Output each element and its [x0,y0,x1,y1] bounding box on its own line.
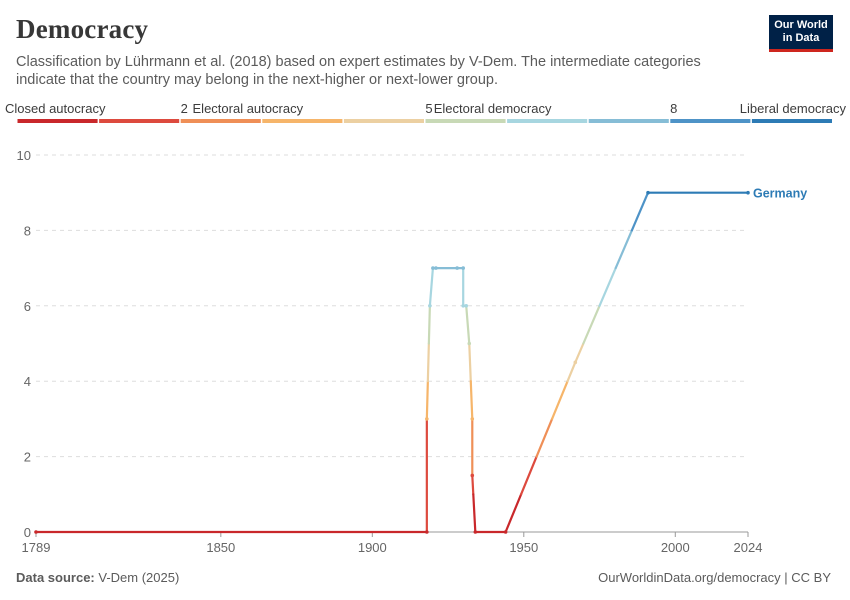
series-point[interactable] [470,473,475,478]
series-point[interactable] [503,530,508,534]
series-point[interactable] [455,266,459,270]
axes: 1789 1850 1900 1950 2000 2024 [22,531,763,555]
series-point[interactable] [746,190,750,195]
x-tick-label: 2000 [661,540,690,555]
legend-color-bin[interactable] [507,119,588,123]
legend-label: Closed autocracy [5,101,106,116]
series-segment[interactable] [520,455,538,496]
x-tick-label: 1850 [206,540,235,555]
y-tick-label: 6 [24,299,31,314]
legend-color-bin[interactable] [99,119,180,123]
series-segment[interactable] [428,267,435,307]
series-point[interactable] [461,304,466,308]
series-segment[interactable] [469,380,474,420]
legend-label: 2 [181,101,188,116]
chart-title: Democracy [16,14,149,44]
data-source-link[interactable]: V-Dem (2025) [98,570,180,585]
x-tick-label: 2024 [734,540,763,555]
y-tick-label: 2 [24,450,31,465]
grid-lines: 0 2 4 6 8 10 [17,148,748,540]
series-point[interactable] [464,304,469,308]
series-point[interactable] [470,417,475,421]
series-segment[interactable] [468,342,472,383]
legend-color-bin[interactable] [751,119,832,123]
legend-label: Liberal democracy [740,101,847,116]
legend-color-bin[interactable] [343,119,424,123]
series-segment[interactable] [550,380,569,420]
series-segment[interactable] [535,417,554,458]
series-segment[interactable] [574,342,585,364]
legend[interactable]: Closed autocracy 2 Electoral autocracy 5 Ele… [5,101,846,123]
legend-label: 5 [425,101,432,116]
series-segment[interactable] [426,342,430,383]
legend-label: Electoral democracy [434,101,552,116]
series-segment[interactable] [504,493,523,534]
series-segment[interactable] [582,304,601,345]
y-tick-label: 8 [24,223,31,238]
y-tick-label: 4 [24,374,31,389]
series-lines[interactable]: Germany [34,187,807,534]
legend-color-bin[interactable] [17,119,98,123]
series-point[interactable] [431,266,435,270]
series-point[interactable] [428,304,432,308]
series-point[interactable] [646,190,650,195]
logo-line-2: in Data [782,32,820,44]
legend-color-bin[interactable] [425,119,506,123]
series-segment[interactable] [630,191,650,232]
y-tick-label: 0 [24,525,31,540]
series-segment[interactable] [465,304,471,345]
series-point[interactable] [425,417,429,421]
y-tick-label: 10 [17,148,31,163]
data-source-label: Data source: [16,570,95,585]
series-point[interactable] [425,530,429,534]
legend-label: Electoral autocracy [193,101,304,116]
chart-subtitle: Classification by Lührmann et al. (2018)… [16,54,701,88]
x-tick-label: 1900 [358,540,387,555]
legend-color-bin[interactable] [180,119,261,123]
series-point[interactable] [473,530,478,534]
series-segment[interactable] [472,493,477,534]
legend-color-bin[interactable] [262,119,343,123]
series-segment[interactable] [427,304,431,345]
series-segment[interactable] [425,380,429,420]
attribution-link[interactable]: OurWorldinData.org/democracy | CC BY [598,570,831,585]
legend-color-bin[interactable] [670,119,751,123]
series-point[interactable] [34,530,38,534]
data-source: Data source: V-Dem (2025) [16,570,179,585]
x-tick-label: 1950 [509,540,538,555]
series-segment[interactable] [566,361,577,383]
series-segment[interactable] [471,474,475,496]
series-point[interactable] [461,266,466,270]
x-tick-label: 1789 [22,540,51,555]
series-segment[interactable] [598,267,617,307]
logo-line-1: Our World [774,19,828,31]
legend-color-bin[interactable] [588,119,669,123]
series-point[interactable] [434,266,438,270]
series-point[interactable] [467,341,472,346]
series-point[interactable] [573,360,578,365]
owid-logo[interactable]: Our World in Data [769,15,833,52]
legend-label: 8 [670,101,677,116]
series-label[interactable]: Germany [753,187,807,201]
series-segment[interactable] [614,229,633,270]
